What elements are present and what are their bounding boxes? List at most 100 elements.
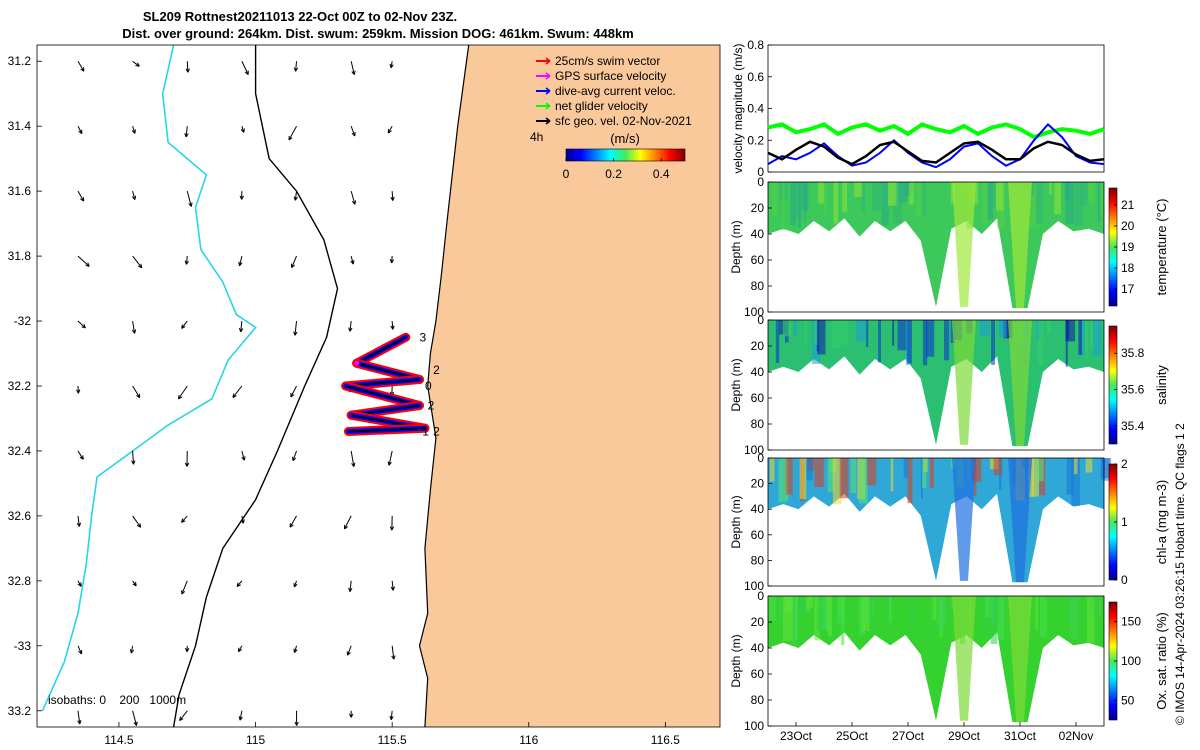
section-texture <box>831 320 842 349</box>
section-colorbar-tick-label: 21 <box>1121 198 1135 212</box>
surface-velocity-vector <box>292 450 298 461</box>
section-texture <box>893 182 902 224</box>
vector-arrowhead <box>290 263 295 268</box>
section-y-tick-label: 100 <box>744 443 764 457</box>
vector-arrowhead <box>76 522 82 527</box>
vector-arrowhead <box>137 263 143 269</box>
vector-arrowhead <box>184 133 189 138</box>
surface-velocity-vector <box>241 450 245 461</box>
isobath-200m <box>172 45 339 727</box>
surface-velocity-vector <box>178 385 188 400</box>
surface-velocity-vector <box>77 710 81 725</box>
section-texture <box>1035 596 1038 631</box>
surface-velocity-vector <box>239 255 243 266</box>
vector-arrowhead <box>290 393 295 398</box>
vector-arrowhead <box>236 582 241 587</box>
section-y-tick-label: 60 <box>751 253 765 267</box>
surface-velocity-vector <box>391 580 394 591</box>
section-colorbar <box>1108 325 1118 445</box>
map-y-tick-label: 32.8 <box>8 574 32 588</box>
section-y-tick-label: 40 <box>751 641 765 655</box>
surface-velocity-vector <box>130 645 134 654</box>
map-x-tick-label: 114.5 <box>104 733 133 747</box>
section-texture <box>782 320 792 337</box>
velocity-y-tick-label: 0.6 <box>747 70 764 84</box>
section-y-tick-label: 100 <box>744 579 764 593</box>
section-texture <box>827 458 835 493</box>
section-texture <box>771 182 777 218</box>
velocity-y-tick-label: 0.4 <box>747 102 764 116</box>
section-texture <box>1088 182 1095 205</box>
section-texture <box>1079 320 1086 356</box>
surface-velocity-vector <box>132 515 142 528</box>
section-texture <box>784 458 793 495</box>
track-day-label: 0 <box>425 379 432 393</box>
vector-arrowhead <box>181 518 186 523</box>
vector-arrowhead <box>351 200 357 205</box>
section-y-axis-label: Depth (m) <box>729 220 743 273</box>
section-texture <box>806 596 810 612</box>
section-texture <box>993 458 1003 476</box>
legend-label: dive-avg current veloc. <box>555 84 676 98</box>
vector-arrowhead <box>132 581 137 587</box>
track-day-label: 1 <box>422 424 429 438</box>
section-texture <box>794 596 798 639</box>
section-texture <box>999 596 1005 626</box>
vector-arrowhead <box>294 721 299 726</box>
isobath-1000m <box>41 45 257 712</box>
vector-arrowhead <box>238 327 244 333</box>
section-texture <box>793 320 797 336</box>
colorbar-prefix-label: 4h <box>530 130 543 144</box>
section-texture <box>937 596 946 628</box>
section-texture <box>907 320 912 364</box>
legend-label: net glider velocity <box>555 99 648 113</box>
surface-velocity-vector <box>132 255 143 269</box>
time-x-tick-label: 31Oct <box>1004 729 1037 743</box>
surface-velocity-vector <box>77 190 85 202</box>
land-area <box>419 45 720 727</box>
section-texture <box>1085 458 1093 473</box>
vector-arrowhead <box>241 456 246 461</box>
section-texture <box>839 458 849 499</box>
surface-velocity-vector <box>132 710 137 726</box>
section-texture <box>798 182 802 228</box>
vector-arrowhead <box>237 647 243 653</box>
section-texture <box>909 182 915 205</box>
section-colorbar-tick-label: 50 <box>1121 693 1135 707</box>
map-x-tick-label: 115 <box>246 733 265 747</box>
section-texture <box>1070 596 1079 640</box>
surface-velocity-vector <box>391 191 394 201</box>
glider-track <box>341 332 430 436</box>
section-texture <box>833 182 839 224</box>
section-texture <box>982 182 989 222</box>
surface-velocity-vector <box>241 61 249 75</box>
section-texture <box>814 458 824 488</box>
section-colorbar-tick-label: 2 <box>1121 457 1128 471</box>
section-colorbar-tick-label: 35.6 <box>1121 383 1145 397</box>
section-texture <box>972 458 982 482</box>
colorbar-tick-label: 0 <box>563 167 570 181</box>
vector-arrowhead <box>288 135 293 141</box>
section-texture <box>769 458 775 482</box>
section-texture <box>872 182 882 212</box>
section-y-tick-label: 60 <box>751 667 765 681</box>
section-texture <box>890 458 894 492</box>
track-line <box>348 427 425 433</box>
section-texture <box>944 320 950 361</box>
section-texture <box>804 320 807 343</box>
vector-arrowhead <box>238 261 243 267</box>
vector-arrowhead <box>349 713 354 718</box>
section-texture <box>1066 458 1074 495</box>
section-deep-profile <box>1008 596 1032 723</box>
surface-velocity-vector <box>185 126 188 138</box>
section-colorbar-tick-label: 19 <box>1121 240 1135 254</box>
section-texture <box>888 182 897 206</box>
section-texture <box>817 596 827 632</box>
section-deep-profile <box>1008 458 1032 583</box>
surface-velocity-vector <box>350 126 356 137</box>
surface-velocity-vector <box>388 450 393 466</box>
surface-velocity-vector <box>132 60 140 67</box>
section-texture <box>1049 182 1052 195</box>
